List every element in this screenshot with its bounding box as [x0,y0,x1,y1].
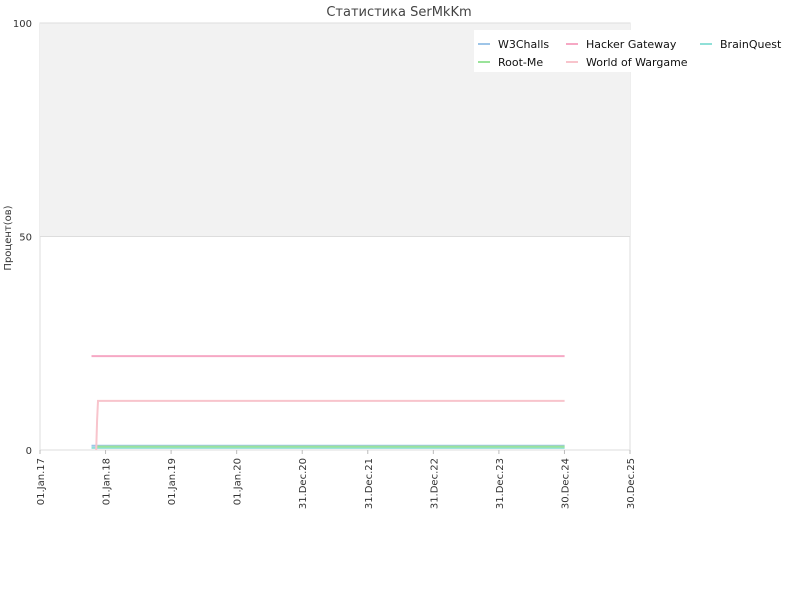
series-lines [91,355,565,451]
x-tick-label: 30.Dec.25 [626,458,637,509]
x-tick-label: 31.Dec.23 [495,458,506,509]
y-tick-label: 0 [26,446,32,457]
series-line-4 [95,399,565,451]
x-tick-label: 31.Dec.22 [429,458,440,509]
x-tick-label: 01.Jan.18 [102,458,113,505]
legend-background [474,30,774,72]
legend: W3Challs Hacker Gateway BrainQuest Root-Me W… [474,30,782,72]
y-tick-label: 50 [19,233,32,244]
legend-label: W3Challs [498,38,549,51]
legend-label: World of Wargame [586,56,688,69]
legend-label: Hacker Gateway [586,38,677,51]
y-axis: 0 50 100 [13,19,32,457]
y-axis-label: Процент(ов) [3,205,14,270]
x-tick-label: 31.Dec.20 [298,458,309,509]
legend-label: Root-Me [498,56,543,69]
chart-title: Статистика SerMkKm [326,5,471,20]
x-tick-label: 30.Dec.24 [560,458,571,509]
x-tick-label: 01.Jan.19 [167,458,178,505]
x-axis: 01.Jan.17 01.Jan.18 01.Jan.19 01.Jan.20 31.D… [36,450,637,509]
grid-lines [40,22,630,451]
legend-label: BrainQuest [720,38,782,51]
x-tick-label: 01.Jan.20 [233,458,244,505]
x-tick-label: 01.Jan.17 [36,458,47,505]
x-tick-label: 31.Dec.21 [364,458,375,509]
y-tick-label: 100 [13,19,32,30]
